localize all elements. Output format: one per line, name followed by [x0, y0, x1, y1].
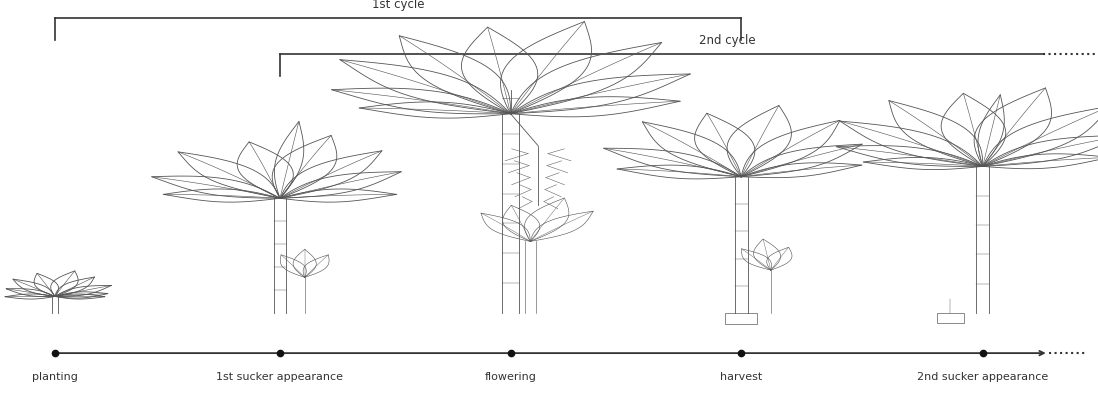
Text: flowering: flowering [484, 372, 537, 382]
Text: planting: planting [32, 372, 78, 382]
Text: harvest: harvest [720, 372, 762, 382]
Bar [726, 313, 757, 324]
Text: 2nd cycle: 2nd cycle [699, 34, 755, 47]
Text: 2nd sucker appearance: 2nd sucker appearance [917, 372, 1049, 382]
Text: 1st sucker appearance: 1st sucker appearance [216, 372, 344, 382]
Text: 1st cycle: 1st cycle [372, 0, 424, 11]
Bar [938, 313, 964, 324]
